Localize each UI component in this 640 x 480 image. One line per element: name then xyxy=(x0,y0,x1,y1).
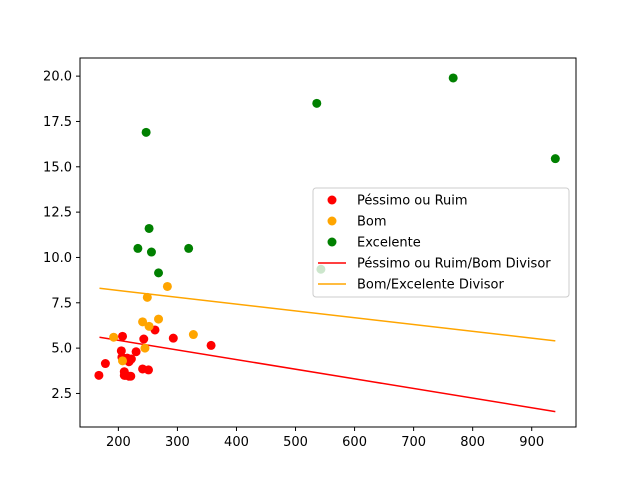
data-point xyxy=(550,154,560,164)
x-tick-label: 900 xyxy=(519,435,544,450)
legend-label: Péssimo ou Ruim/Bom Divisor xyxy=(357,257,551,272)
data-point xyxy=(162,281,172,291)
data-point xyxy=(188,330,198,340)
legend-label: Excelente xyxy=(357,236,421,251)
data-point xyxy=(109,332,119,342)
data-point xyxy=(138,317,148,327)
x-tick-label: 400 xyxy=(224,435,249,450)
x-axis: 200 300 400 500 600 700 800 900 xyxy=(106,427,544,450)
data-point xyxy=(118,331,128,341)
data-point xyxy=(144,223,154,233)
y-tick-label: 5.0 xyxy=(51,342,72,357)
y-tick-label: 10.0 xyxy=(43,251,72,266)
legend: Péssimo ou Ruim Bom Excelente Péssimo ou Ru… xyxy=(312,187,570,298)
x-tick-label: 800 xyxy=(460,435,485,450)
divider-lines-layer xyxy=(99,287,556,413)
legend-label: Péssimo ou Ruim xyxy=(357,194,468,209)
y-tick-label: 15.0 xyxy=(43,160,72,175)
data-point xyxy=(126,371,136,381)
data-point xyxy=(154,268,164,278)
data-point xyxy=(94,370,104,380)
data-point xyxy=(206,340,216,350)
data-point xyxy=(312,98,322,108)
data-point xyxy=(126,354,136,364)
legend-marker-swatch xyxy=(327,237,337,247)
data-point xyxy=(131,347,141,357)
data-point xyxy=(142,292,152,302)
y-tick-label: 12.5 xyxy=(43,206,72,221)
y-axis: 2.5 5.0 7.5 10.0 12.5 15.0 17.5 20.0 xyxy=(43,70,80,402)
data-point xyxy=(100,359,110,369)
data-point xyxy=(154,314,164,324)
data-point xyxy=(184,243,194,253)
data-point xyxy=(133,243,143,253)
y-tick-label: 17.5 xyxy=(43,115,72,130)
data-point xyxy=(168,333,178,343)
x-tick-label: 600 xyxy=(342,435,367,450)
data-point xyxy=(448,73,458,83)
legend-label: Bom xyxy=(357,215,387,230)
data-point xyxy=(118,356,128,366)
x-tick-label: 500 xyxy=(283,435,308,450)
divider-line-3 xyxy=(99,336,556,413)
data-points-layer xyxy=(94,73,560,381)
legend-marker-swatch xyxy=(327,216,337,226)
data-point xyxy=(143,365,153,375)
legend-marker-swatch xyxy=(327,195,337,205)
y-tick-label: 7.5 xyxy=(51,296,72,311)
plot-area-frame xyxy=(79,57,577,428)
legend-label: Bom/Excelente Divisor xyxy=(357,278,504,293)
legend-box xyxy=(312,187,570,298)
data-point xyxy=(141,127,151,137)
data-point xyxy=(140,343,150,353)
x-tick-label: 200 xyxy=(106,435,131,450)
divider-line-4 xyxy=(99,287,556,342)
data-point xyxy=(146,247,156,257)
x-tick-label: 700 xyxy=(401,435,426,450)
y-tick-label: 20.0 xyxy=(43,70,72,85)
data-point xyxy=(144,321,154,331)
y-tick-label: 2.5 xyxy=(51,387,72,402)
x-tick-label: 300 xyxy=(165,435,190,450)
data-point xyxy=(139,334,149,344)
